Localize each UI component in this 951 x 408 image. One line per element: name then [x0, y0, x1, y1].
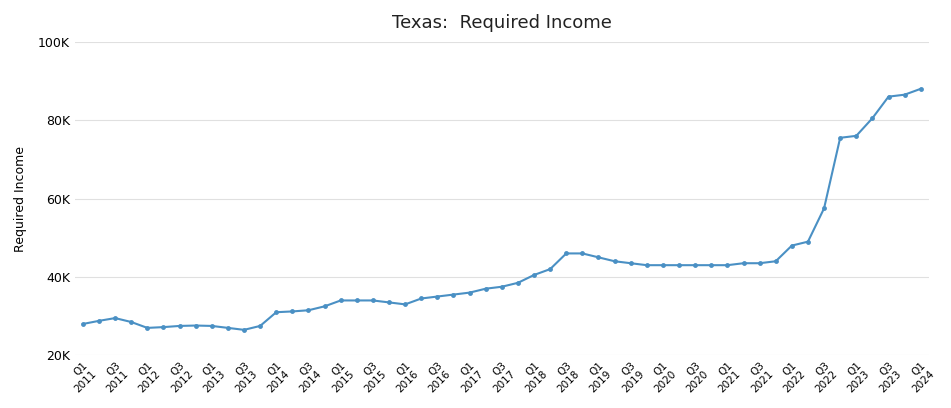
Title: Texas:  Required Income: Texas: Required Income	[392, 14, 611, 32]
Y-axis label: Required Income: Required Income	[14, 146, 27, 252]
